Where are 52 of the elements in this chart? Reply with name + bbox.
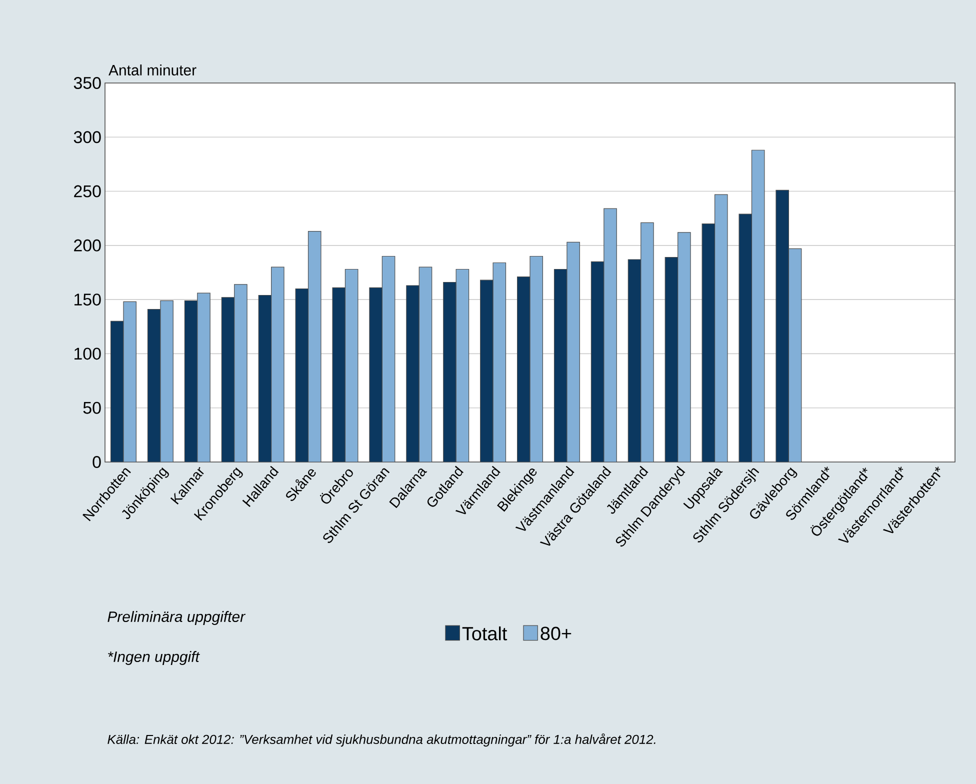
y-tick-label: 150 [74,294,101,306]
bar [197,292,210,462]
bar [369,287,382,462]
bar [443,282,456,462]
text: Preliminära uppgifter [108,611,246,625]
bar [590,261,604,462]
y-tick-label: 300 [74,131,101,144]
y-tick-label: 250 [74,185,101,198]
bar [776,190,790,462]
bar [147,309,161,462]
bar [308,231,322,462]
text: *Ingen uppgift [108,651,200,665]
bar [110,320,124,462]
legend-label: Totalt [462,626,508,640]
bar [221,297,235,462]
bar [123,301,136,462]
text: Källa: Enkät okt 2012: ”Verksamhet vid sjukhusbundna akutmottagningar” för 1:a halvåret 2012. [108,733,656,747]
bar [332,288,346,462]
bar [566,242,580,462]
bar [345,269,358,462]
bar [271,266,284,462]
bar [628,259,642,462]
bar [678,232,691,462]
bar [738,214,752,462]
y-tick-label: 350 [74,76,101,89]
bar [702,223,716,462]
bar [456,268,470,462]
y-tick-label: 200 [74,239,101,252]
bar [258,294,272,462]
y-tick-label: 50 [83,402,101,414]
bar [492,262,506,462]
bar [160,300,174,462]
bar [184,300,198,462]
bar [418,266,432,462]
y-tick-label: 100 [74,348,101,360]
bar [517,276,530,462]
bar [664,257,678,462]
bar [714,194,728,462]
y-axis-title: Antal minuter [108,64,196,76]
bar [234,284,248,462]
y-tick-label: 0 [92,456,101,468]
legend-label: 80+ [540,626,572,640]
bar [604,208,617,462]
bar [751,150,765,462]
bar [788,248,802,462]
bar [640,222,654,462]
bar [480,280,494,462]
bar [554,268,568,462]
bar [295,288,309,462]
bar [382,256,396,462]
bar [530,256,544,462]
bar [406,285,420,462]
